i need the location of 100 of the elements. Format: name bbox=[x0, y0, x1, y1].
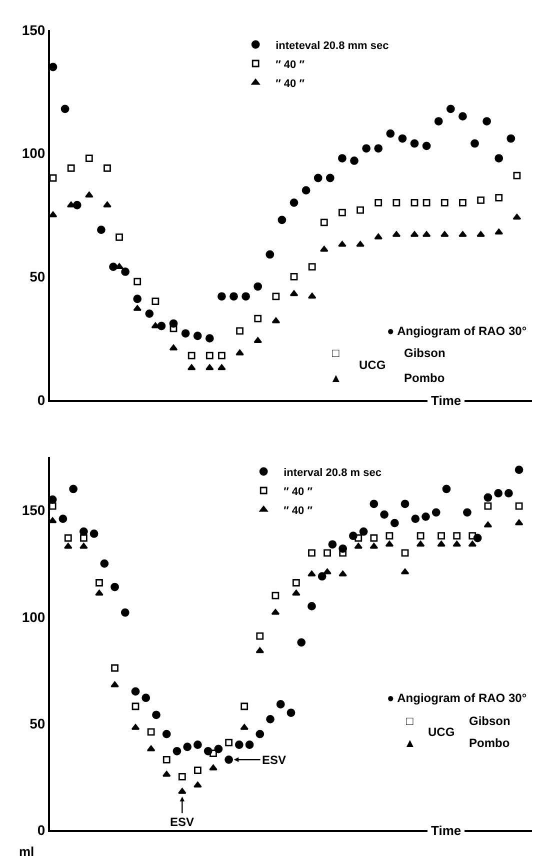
point bbox=[318, 572, 326, 581]
point bbox=[506, 134, 516, 143]
point bbox=[338, 570, 347, 576]
point bbox=[152, 298, 160, 306]
annotation: ▲ bbox=[330, 371, 342, 385]
point bbox=[236, 349, 244, 356]
point bbox=[194, 740, 202, 749]
point bbox=[385, 540, 394, 547]
point bbox=[438, 532, 445, 540]
point bbox=[398, 134, 407, 143]
y-tick-label: 100 bbox=[22, 608, 46, 625]
point bbox=[386, 532, 394, 540]
annotation: ● Angiogram of RAO 30° bbox=[387, 324, 527, 338]
point bbox=[132, 702, 140, 710]
y-tick-label: 50 bbox=[30, 268, 46, 285]
point bbox=[354, 534, 362, 542]
point bbox=[432, 508, 440, 517]
point bbox=[162, 730, 171, 738]
point bbox=[240, 702, 248, 710]
point bbox=[85, 192, 94, 198]
point bbox=[49, 174, 57, 182]
x-axis-title: Time bbox=[431, 393, 462, 408]
point bbox=[416, 532, 424, 540]
y-tick-label: 100 bbox=[22, 145, 46, 162]
point bbox=[234, 740, 244, 749]
point bbox=[495, 194, 503, 202]
point bbox=[206, 364, 214, 370]
point bbox=[297, 638, 306, 647]
point bbox=[458, 112, 467, 121]
point bbox=[440, 198, 448, 206]
point bbox=[100, 559, 109, 568]
annotation: □ bbox=[332, 346, 340, 360]
point bbox=[422, 142, 431, 150]
point bbox=[476, 231, 485, 237]
point bbox=[434, 117, 443, 126]
point bbox=[484, 493, 492, 502]
point bbox=[290, 198, 298, 207]
point bbox=[422, 198, 430, 206]
point bbox=[121, 268, 130, 276]
point bbox=[188, 352, 196, 360]
point bbox=[302, 186, 310, 195]
point bbox=[103, 201, 112, 208]
point bbox=[79, 527, 88, 536]
legend-label: ″ 40 ″ bbox=[284, 486, 314, 498]
point bbox=[400, 500, 410, 508]
point bbox=[482, 117, 492, 126]
point bbox=[374, 144, 383, 153]
point bbox=[134, 278, 142, 286]
point bbox=[459, 198, 466, 206]
annotation: UCG bbox=[428, 725, 455, 739]
legend-label: inteteval 20.8 mm sec bbox=[276, 40, 389, 52]
point bbox=[120, 608, 130, 617]
point bbox=[111, 664, 118, 672]
point bbox=[254, 282, 262, 291]
point bbox=[90, 530, 98, 538]
point bbox=[72, 200, 82, 210]
point bbox=[272, 317, 280, 324]
point bbox=[95, 590, 104, 596]
point bbox=[484, 502, 492, 510]
point bbox=[458, 231, 467, 237]
point bbox=[323, 568, 332, 574]
point bbox=[240, 724, 249, 730]
point bbox=[178, 773, 186, 780]
point bbox=[266, 714, 274, 724]
point bbox=[69, 484, 78, 494]
point bbox=[272, 292, 280, 300]
point bbox=[209, 764, 218, 770]
annotation: UCG bbox=[359, 358, 386, 372]
point bbox=[157, 322, 166, 330]
point bbox=[370, 542, 378, 549]
point bbox=[193, 332, 202, 340]
point bbox=[350, 156, 358, 165]
point bbox=[380, 510, 388, 519]
y-tick-label: 150 bbox=[22, 22, 46, 38]
point bbox=[256, 647, 264, 654]
point bbox=[131, 724, 140, 730]
point bbox=[514, 519, 524, 526]
point bbox=[218, 364, 226, 370]
point bbox=[142, 694, 150, 702]
point bbox=[314, 174, 322, 182]
point bbox=[446, 104, 455, 114]
point bbox=[80, 542, 88, 549]
annotation: Gibson bbox=[469, 714, 510, 728]
point bbox=[338, 154, 346, 162]
annotation: ESV bbox=[262, 753, 286, 767]
point bbox=[116, 234, 123, 241]
point bbox=[133, 294, 142, 304]
annotation: ESV bbox=[170, 815, 194, 829]
point bbox=[338, 240, 346, 247]
point bbox=[183, 742, 192, 752]
point bbox=[324, 549, 331, 557]
annotation: Gibson bbox=[404, 346, 446, 360]
point bbox=[67, 164, 75, 172]
point bbox=[515, 502, 523, 510]
point bbox=[245, 740, 254, 749]
point bbox=[401, 549, 409, 557]
point bbox=[194, 782, 202, 788]
point bbox=[236, 327, 244, 335]
point bbox=[308, 602, 316, 610]
point bbox=[60, 104, 70, 114]
